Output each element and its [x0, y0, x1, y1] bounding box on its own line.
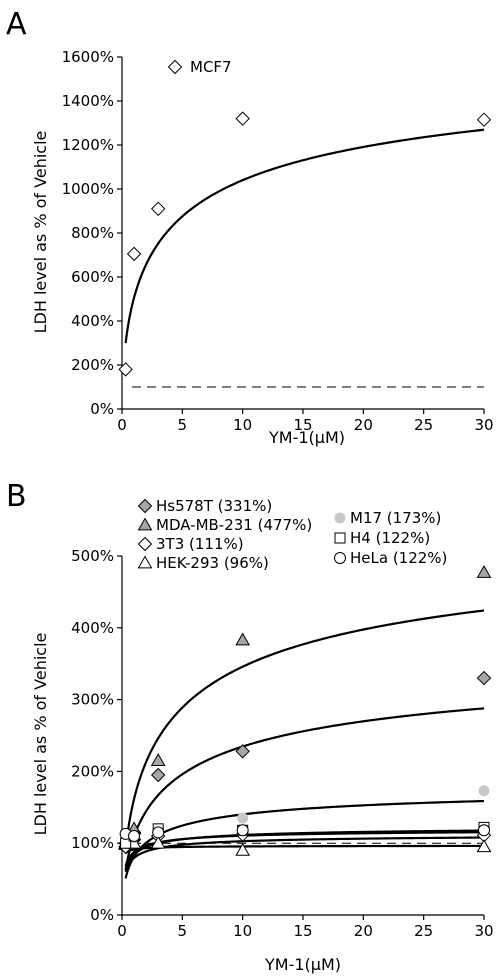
data-point-mcf7 [118, 362, 133, 377]
data-point-mcf7 [150, 201, 166, 217]
x-tick-label-b: 30 [474, 922, 493, 940]
legend-marker-symbol [167, 59, 183, 75]
legend-label-h4: H4 (122%) [350, 529, 430, 547]
legend-marker-mda-mb-231 [137, 517, 153, 531]
x-axis-title-b: YM-1(μM) [264, 955, 341, 974]
x-tick-label-b: 15 [293, 922, 312, 940]
y-tick-label-b: 200% [71, 762, 114, 780]
chart-a: 0% 200% 400% 600% 800% 1000% 1200% 1400% 1600% 0 5… [62, 48, 494, 434]
y-tick-label-a: 800% [71, 224, 114, 242]
y-axis-title-b: LDH level as % of Vehicle [31, 633, 50, 836]
chart-b: 0% 100% 200% 300% 400% 500% 0 5 10 15 20 25 30 [71, 547, 493, 940]
x-tick-label-b: 20 [354, 922, 373, 940]
legend-marker-symbol [334, 532, 346, 544]
y-tick-label-a: 1600% [62, 48, 114, 66]
data-point-mcf7 [476, 112, 492, 127]
data-point-mda-mb-231 [150, 753, 166, 767]
legend-label-mcf7: MCF7 [190, 58, 232, 76]
y-tick-label-b: 500% [71, 547, 114, 565]
data-point-hela [152, 826, 165, 839]
data-point-m17 [237, 812, 249, 824]
y-tick-label-a: 0% [90, 400, 114, 418]
fit-curve-mda-mb-231 [124, 609, 485, 849]
y-tick-label-b: 0% [90, 906, 114, 924]
x-tick-label-b: 0 [117, 922, 127, 940]
legend-marker-symbol [137, 536, 153, 552]
legend-marker-h4 [334, 532, 346, 544]
y-tick-label-a: 1000% [62, 180, 114, 198]
fit-curve-mcf7 [124, 128, 485, 344]
y-tick-label-a: 600% [71, 268, 114, 286]
y-tick-label-a: 1400% [62, 92, 114, 110]
legend-marker-hs578t [137, 498, 153, 514]
legend-label-3t3: 3T3 (111%) [156, 535, 244, 553]
y-tick-label-b: 300% [71, 691, 114, 709]
legend-marker-3t3 [137, 536, 153, 552]
legend-label-hs578t: Hs578T (331%) [156, 497, 272, 515]
legend-marker-symbol [137, 555, 153, 569]
data-point-mcf7 [235, 111, 250, 126]
x-tick-label-a: 25 [414, 416, 433, 434]
legend-label-mda-mb-231: MDA-MB-231 (477%) [156, 516, 312, 534]
y-axis-title-a: LDH level as % of Vehicle [31, 131, 50, 334]
y-tick-label-b: 100% [71, 834, 114, 852]
data-point-hs578t [150, 767, 166, 783]
legend-marker-hek-293 [137, 555, 153, 569]
legend-marker-mcf7 [167, 59, 183, 75]
data-point-hs578t [235, 744, 250, 759]
x-tick-label-a: 10 [233, 416, 252, 434]
data-point-hek-293 [235, 842, 251, 856]
data-point-hek-293 [476, 839, 492, 853]
y-tick-label-b: 400% [71, 619, 114, 637]
data-point-hela [478, 824, 490, 837]
fit-curve-hela [124, 831, 485, 867]
x-tick-label-b: 25 [414, 922, 433, 940]
legend-a: MCF7 [167, 58, 232, 76]
data-point-hela [128, 830, 141, 843]
x-tick-label-b: 10 [233, 922, 252, 940]
data-point-hs578t [476, 670, 492, 686]
legend-b: Hs578T (331%) MDA-MB-231 (477%) 3T3 (111… [137, 497, 447, 572]
legend-marker-symbol [334, 552, 346, 564]
fit-curve-3t3 [124, 836, 485, 873]
legend-label-m17: M17 (173%) [350, 509, 441, 527]
data-point-hela [236, 824, 249, 837]
x-tick-label-a: 5 [178, 416, 188, 434]
legend-marker-symbol [137, 498, 153, 514]
data-point-mda-mb-231 [476, 565, 492, 578]
panel-label-a: A [6, 7, 27, 42]
x-tick-label-a: 30 [474, 416, 493, 434]
y-tick-label-a: 400% [71, 312, 114, 330]
x-axis-title-a: YM-1(μM) [268, 428, 345, 447]
legend-marker-symbol [334, 512, 346, 524]
y-tick-label-a: 200% [71, 356, 114, 374]
legend-label-hek-293: HEK-293 (96%) [156, 554, 269, 572]
legend-label-hela: HeLa (122%) [350, 549, 447, 567]
panel-label-b: B [6, 479, 27, 514]
data-point-mcf7 [126, 246, 142, 262]
x-tick-label-a: 0 [117, 416, 127, 434]
x-tick-label-b: 5 [178, 922, 188, 940]
legend-marker-hela [334, 552, 346, 564]
fit-curve-hek-293 [124, 844, 484, 855]
data-point-hek-293 [150, 835, 166, 849]
legend-marker-m17 [334, 512, 346, 524]
fit-curve-h4 [124, 829, 485, 871]
y-tick-label-a: 1200% [62, 136, 114, 154]
x-tick-label-a: 20 [354, 416, 373, 434]
x-tick-label-a: 15 [293, 416, 312, 434]
data-point-m17 [478, 785, 490, 797]
legend-marker-symbol [137, 517, 153, 531]
data-point-mda-mb-231 [235, 632, 251, 646]
